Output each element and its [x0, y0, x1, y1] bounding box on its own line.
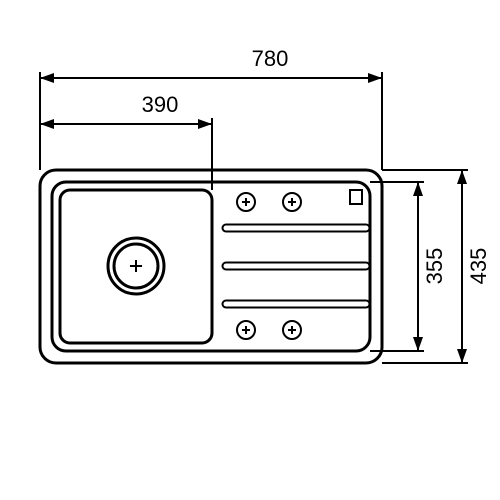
svg-text:355: 355: [422, 248, 447, 285]
svg-text:780: 780: [252, 46, 289, 71]
svg-text:390: 390: [142, 92, 179, 117]
svg-text:435: 435: [466, 248, 491, 285]
dimension-diagram: 780 390 355 435: [0, 0, 500, 500]
